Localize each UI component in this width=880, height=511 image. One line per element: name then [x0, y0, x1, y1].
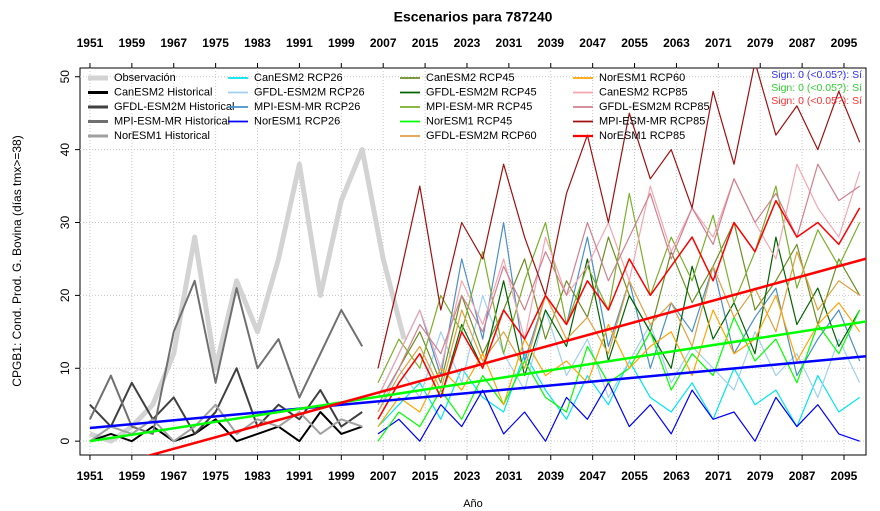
x-top-tick-label: 1975 — [202, 36, 229, 50]
x-top-tick-label: 1951 — [77, 36, 104, 50]
x-top-tick-label: 2095 — [831, 36, 858, 50]
legend-label: GFDL-ESM2M RCP85 — [599, 101, 710, 113]
series-line — [89, 411, 363, 443]
x-top-tick-label: 2015 — [412, 36, 439, 50]
legend-label: CanESM2 RCP26 — [254, 72, 343, 84]
legend-label: CanESM2 Historical — [114, 86, 212, 98]
y-tick-label: 10 — [58, 361, 72, 375]
legend-label: MPI-ESM-MR RCP85 — [599, 115, 705, 127]
legend-label: GFDL-ESM2M RCP45 — [426, 86, 537, 98]
x-tick-label: 2079 — [747, 469, 774, 483]
x-tick-label: 1967 — [160, 469, 187, 483]
series-line — [89, 367, 363, 435]
trend-line — [89, 355, 866, 430]
series-line — [377, 236, 861, 420]
y-tick-label: 40 — [58, 143, 72, 157]
series-line — [377, 382, 860, 442]
legend-label: GFDL-ESM2M Historical — [114, 101, 234, 113]
x-top-tick-label: 2079 — [747, 36, 774, 50]
legend-label: Observación — [114, 72, 176, 84]
x-tick-label: 2039 — [537, 469, 564, 483]
legend-label: CanESM2 RCP45 — [426, 72, 515, 84]
x-top-tick-label: 2063 — [663, 36, 690, 50]
series-line — [377, 163, 861, 398]
legend-label: NorESM1 RCP60 — [599, 72, 685, 84]
legend-label: NorESM1 RCP85 — [599, 130, 685, 142]
x-top-tick-label: 2087 — [789, 36, 816, 50]
series-line — [377, 68, 861, 369]
series-line — [377, 294, 861, 427]
x-top-tick-label: 2031 — [496, 36, 523, 50]
y-tick-label: 0 — [58, 437, 72, 444]
x-top-tick-label: 1999 — [328, 36, 355, 50]
x-top-tick-label: 1991 — [286, 36, 313, 50]
x-top-tick-label: 1959 — [118, 36, 145, 50]
y-axis-label: CPGB1: Cond. Prod. G. Bovina (días tmx>=… — [10, 135, 24, 386]
x-tick-label: 2023 — [454, 469, 481, 483]
x-top-tick-label: 1983 — [244, 36, 271, 50]
x-top-tick-label: 2071 — [705, 36, 732, 50]
x-tick-label: 2031 — [496, 469, 523, 483]
y-tick-label: 30 — [58, 216, 72, 230]
x-tick-label: 2071 — [705, 469, 732, 483]
x-tick-label: 2095 — [831, 469, 858, 483]
legend-label: NorESM1 RCP45 — [426, 115, 512, 127]
y-tick-label: 20 — [58, 288, 72, 302]
significance-note: Sign: 0 (<0.05?): Sí — [771, 95, 862, 107]
x-axis-label: Año — [463, 498, 483, 510]
x-tick-label: 2047 — [579, 469, 606, 483]
x-tick-label: 2087 — [789, 469, 816, 483]
x-tick-label: 1975 — [202, 469, 229, 483]
legend-label: CanESM2 RCP85 — [599, 86, 688, 98]
series-line — [88, 279, 364, 435]
legend-label: MPI-ESM-MR RCP45 — [426, 101, 532, 113]
plot-frame — [79, 67, 867, 456]
x-tick-label: 1983 — [244, 469, 271, 483]
plot-area — [88, 68, 866, 455]
series-line — [377, 163, 861, 405]
series-line — [377, 199, 861, 420]
x-tick-label: 1999 — [328, 469, 355, 483]
legend-label: NorESM1 RCP26 — [254, 115, 340, 127]
legend-label: GFDL-ESM2M RCP26 — [254, 86, 365, 98]
x-top-tick-label: 2007 — [370, 36, 397, 50]
x-tick-label: 2055 — [621, 469, 648, 483]
series-line — [377, 221, 861, 405]
series-line — [377, 251, 861, 413]
x-tick-label: 1959 — [118, 469, 145, 483]
legend-label: NorESM1 Historical — [114, 130, 210, 142]
legend-label: MPI-ESM-MR RCP26 — [254, 101, 360, 113]
significance-note: Sign: 0 (<0.05?): Sí — [771, 69, 862, 81]
x-tick-label: 2007 — [370, 469, 397, 483]
significance-note: Sign: 0 (<0.05?): Sí — [771, 82, 862, 94]
series-line — [377, 221, 861, 398]
x-tick-label: 1951 — [77, 469, 104, 483]
x-tick-label: 1991 — [286, 469, 313, 483]
x-top-tick-label: 2039 — [537, 36, 564, 50]
x-top-tick-label: 2055 — [621, 36, 648, 50]
trend-line — [89, 320, 866, 443]
y-tick-label: 50 — [58, 70, 72, 84]
legend-label: GFDL-ESM2M RCP60 — [426, 130, 537, 142]
x-top-tick-label: 2047 — [579, 36, 606, 50]
x-tick-label: 2015 — [412, 469, 439, 483]
legend-label: MPI-ESM-MR Historical — [114, 115, 230, 127]
x-top-tick-label: 2023 — [454, 36, 481, 50]
x-top-tick-label: 1967 — [160, 36, 187, 50]
chart-title: Escenarios para 787240 — [394, 9, 553, 25]
series-line — [377, 309, 861, 442]
trend-line — [146, 257, 866, 455]
series-line — [377, 353, 861, 428]
series-line — [89, 147, 407, 444]
x-tick-label: 2063 — [663, 469, 690, 483]
